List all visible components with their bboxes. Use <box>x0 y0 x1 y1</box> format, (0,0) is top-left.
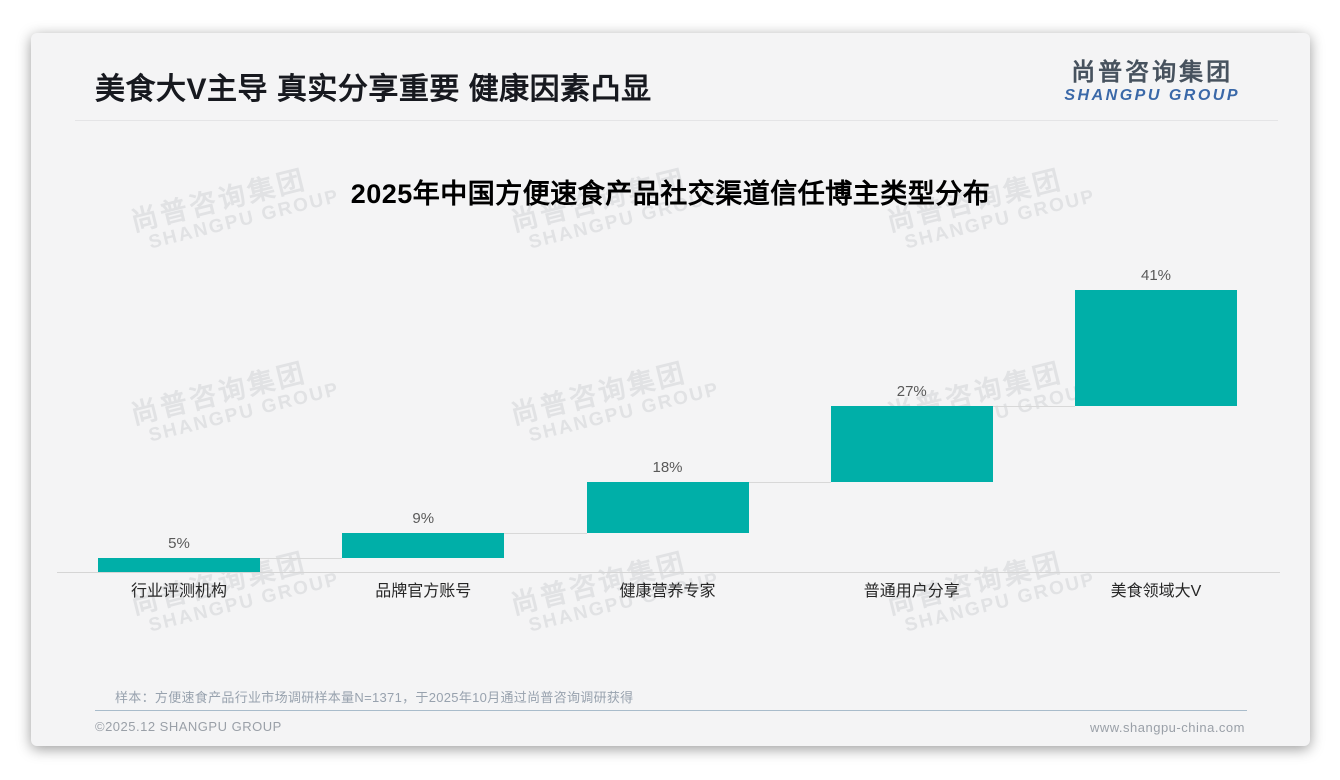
chart-title: 2025年中国方便速食产品社交渠道信任博主类型分布 <box>350 179 991 209</box>
category-label: 行业评测机构 <box>130 583 227 600</box>
bar-value-label: 18% <box>652 458 683 476</box>
header-divider <box>75 120 1278 121</box>
connector-line <box>992 405 1075 407</box>
report-slide-card: 尚普咨询集团 SHANGPU GROUP 尚普咨询集团 SHANGPU GROUP 尚普… <box>31 33 1310 746</box>
bar-3 <box>586 481 749 533</box>
footer-website: www.shangpu-china.com <box>1089 720 1245 735</box>
waterfall-chart: 5% 行业评测机构 9% 品牌官方账号 18% 健康营养专家 27% 普通用户分享 41% 美食领… <box>31 33 1310 746</box>
bar-value-label: 41% <box>1140 267 1172 284</box>
connector-line <box>748 481 831 483</box>
category-label: 品牌官方账号 <box>375 583 472 600</box>
category-label: 健康营养专家 <box>619 583 716 600</box>
bar-4 <box>830 405 993 482</box>
bar-value-label: 9% <box>412 509 435 527</box>
bar-5 <box>1075 290 1237 406</box>
footer-copyright: ©2025.12 SHANGPU GROUP <box>95 719 282 734</box>
company-logo: 尚普咨询集团 SHANGPU GROUP <box>1064 59 1240 105</box>
connector-line <box>260 557 343 559</box>
x-axis-line <box>57 572 1280 573</box>
page-title: 美食大V主导 真实分享重要 健康因素凸显 <box>95 73 652 106</box>
footer-divider <box>95 710 1247 711</box>
bar-2 <box>342 532 505 558</box>
connector-line <box>504 532 587 534</box>
category-label: 美食领域大V <box>1110 583 1202 600</box>
bar-value-label: 27% <box>896 382 927 400</box>
category-label: 普通用户分享 <box>863 583 960 600</box>
bar-value-label: 5% <box>168 534 190 552</box>
bar-1 <box>98 557 260 572</box>
sample-footnote: 样本：方便速食产品行业市场调研样本量N=1371，于2025年10月通过尚普咨询… <box>115 690 634 705</box>
company-logo-zh: 尚普咨询集团 <box>1071 59 1234 86</box>
company-logo-en: SHANGPU GROUP <box>1064 87 1240 104</box>
